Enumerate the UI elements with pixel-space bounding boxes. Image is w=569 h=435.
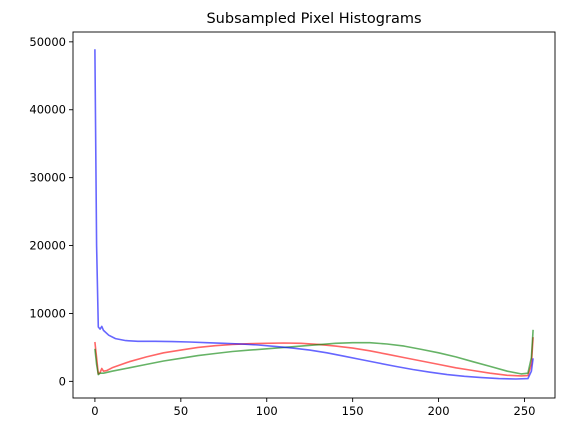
series-line-1 — [94, 329, 534, 376]
series-layer — [94, 49, 534, 380]
x-tick-label-4: 200 — [428, 404, 450, 418]
y-tick-label-4: 40000 — [29, 103, 66, 117]
y-tick-label-0: 0 — [59, 374, 66, 388]
series-line-0 — [94, 337, 534, 377]
y-tick-label-1: 10000 — [29, 306, 66, 320]
x-tick-label-2: 100 — [256, 404, 278, 418]
x-tick-label-3: 150 — [342, 404, 364, 418]
x-tick-label-0: 0 — [91, 404, 98, 418]
x-axis: 0 50 100 150 200 250 — [91, 398, 535, 418]
x-tick-label-1: 50 — [174, 404, 189, 418]
series-line-2 — [94, 49, 534, 380]
chart-title: Subsampled Pixel Histograms — [206, 11, 421, 27]
y-axis: 0 10000 20000 30000 40000 50000 — [29, 35, 73, 388]
plot-area-frame — [72, 31, 556, 399]
y-tick-label-5: 50000 — [29, 35, 66, 49]
x-tick-label-5: 250 — [514, 404, 536, 418]
y-tick-label-3: 30000 — [29, 171, 66, 185]
y-tick-label-2: 20000 — [29, 239, 66, 253]
